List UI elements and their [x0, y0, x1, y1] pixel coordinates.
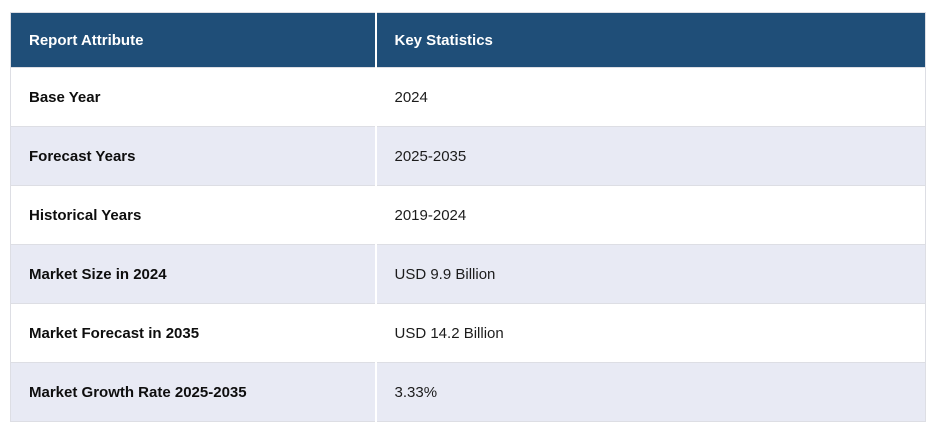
report-statistics-table: Report Attribute Key Statistics Base Yea… — [10, 12, 926, 422]
attribute-cell: Historical Years — [10, 185, 376, 245]
column-header-report-attribute: Report Attribute — [10, 12, 376, 68]
value-cell: 3.33% — [374, 362, 926, 422]
attribute-cell: Market Growth Rate 2025-2035 — [10, 362, 376, 422]
table-header-row: Report Attribute Key Statistics — [10, 12, 926, 68]
attribute-cell: Base Year — [10, 67, 376, 127]
value-cell: 2025-2035 — [374, 126, 926, 186]
table-row-market-growth-rate: Market Growth Rate 2025-2035 3.33% — [10, 362, 926, 422]
attribute-cell: Market Size in 2024 — [10, 244, 376, 304]
table-row-forecast-years: Forecast Years 2025-2035 — [10, 126, 926, 186]
value-cell: USD 9.9 Billion — [374, 244, 926, 304]
table-row-base-year: Base Year 2024 — [10, 67, 926, 127]
report-statistics-table-wrapper: Report Attribute Key Statistics Base Yea… — [10, 12, 926, 422]
value-cell: USD 14.2 Billion — [374, 303, 926, 363]
table-row-historical-years: Historical Years 2019-2024 — [10, 185, 926, 245]
value-cell: 2024 — [374, 67, 926, 127]
column-header-key-statistics: Key Statistics — [374, 12, 926, 68]
value-cell: 2019-2024 — [374, 185, 926, 245]
table-row-market-forecast: Market Forecast in 2035 USD 14.2 Billion — [10, 303, 926, 363]
attribute-cell: Market Forecast in 2035 — [10, 303, 376, 363]
attribute-cell: Forecast Years — [10, 126, 376, 186]
table-row-market-size: Market Size in 2024 USD 9.9 Billion — [10, 244, 926, 304]
